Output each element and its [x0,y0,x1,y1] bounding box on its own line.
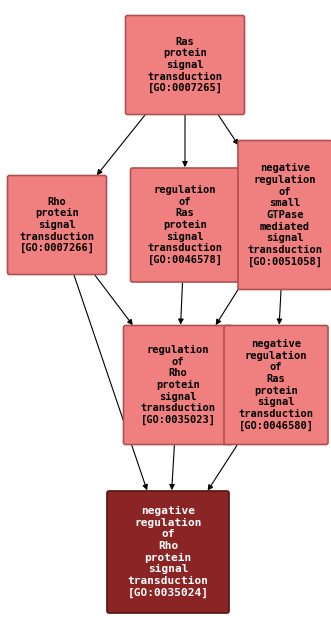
Text: regulation
of
Rho
protein
signal
transduction
[GO:0035023]: regulation of Rho protein signal transdu… [140,345,215,425]
FancyBboxPatch shape [125,15,245,115]
FancyBboxPatch shape [107,491,229,613]
FancyBboxPatch shape [123,326,232,444]
Text: Rho
protein
signal
transduction
[GO:0007266]: Rho protein signal transduction [GO:0007… [20,197,94,254]
Text: negative
regulation
of
Rho
protein
signal
transduction
[GO:0035024]: negative regulation of Rho protein signa… [127,506,209,598]
FancyBboxPatch shape [224,326,328,444]
Text: negative
regulation
of
Ras
protein
signal
transduction
[GO:0046580]: negative regulation of Ras protein signa… [239,339,313,431]
Text: negative
regulation
of
small
GTPase
mediated
signal
transduction
[GO:0051058]: negative regulation of small GTPase medi… [248,164,322,267]
FancyBboxPatch shape [238,141,331,289]
FancyBboxPatch shape [130,168,240,282]
Text: Ras
protein
signal
transduction
[GO:0007265]: Ras protein signal transduction [GO:0007… [148,36,222,93]
FancyBboxPatch shape [8,175,107,275]
Text: regulation
of
Ras
protein
signal
transduction
[GO:0046578]: regulation of Ras protein signal transdu… [148,185,222,265]
